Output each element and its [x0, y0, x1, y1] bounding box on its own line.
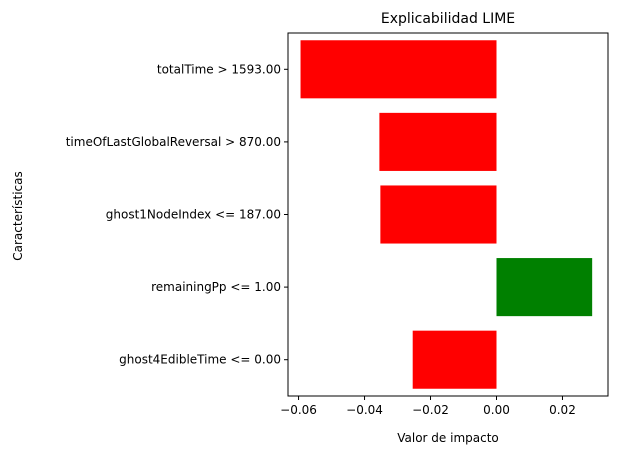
y-tick-label-4: ghost4EdibleTime <= 0.00 — [119, 353, 281, 367]
bar-3 — [496, 258, 593, 317]
y-tick-label-3: remainingPp <= 1.00 — [151, 280, 281, 294]
bar-2 — [380, 185, 497, 244]
x-tick-label-4: 0.02 — [549, 403, 576, 417]
x-tick-label-3: 0.00 — [483, 403, 510, 417]
chart-title: Explicabilidad LIME — [381, 11, 515, 27]
x-axis-label: Valor de impacto — [397, 431, 499, 445]
x-tick-label-1: −0.04 — [346, 403, 383, 417]
bar-4 — [412, 330, 497, 389]
y-tick-label-0: totalTime > 1593.00 — [157, 62, 281, 76]
x-ticks-group: −0.06 −0.04 −0.02 0.00 0.02 — [280, 396, 576, 417]
bars-group — [300, 40, 593, 389]
x-tick-label-2: −0.02 — [412, 403, 449, 417]
y-tick-label-1: timeOfLastGlobalReversal > 870.00 — [66, 135, 281, 149]
y-tick-label-2: ghost1NodeIndex <= 187.00 — [106, 208, 281, 222]
bar-0 — [300, 40, 497, 99]
x-tick-label-0: −0.06 — [280, 403, 317, 417]
bar-1 — [379, 112, 497, 171]
y-ticks-group: totalTime > 1593.00 timeOfLastGlobalRever… — [66, 62, 288, 367]
y-axis-label: Características — [11, 171, 25, 260]
